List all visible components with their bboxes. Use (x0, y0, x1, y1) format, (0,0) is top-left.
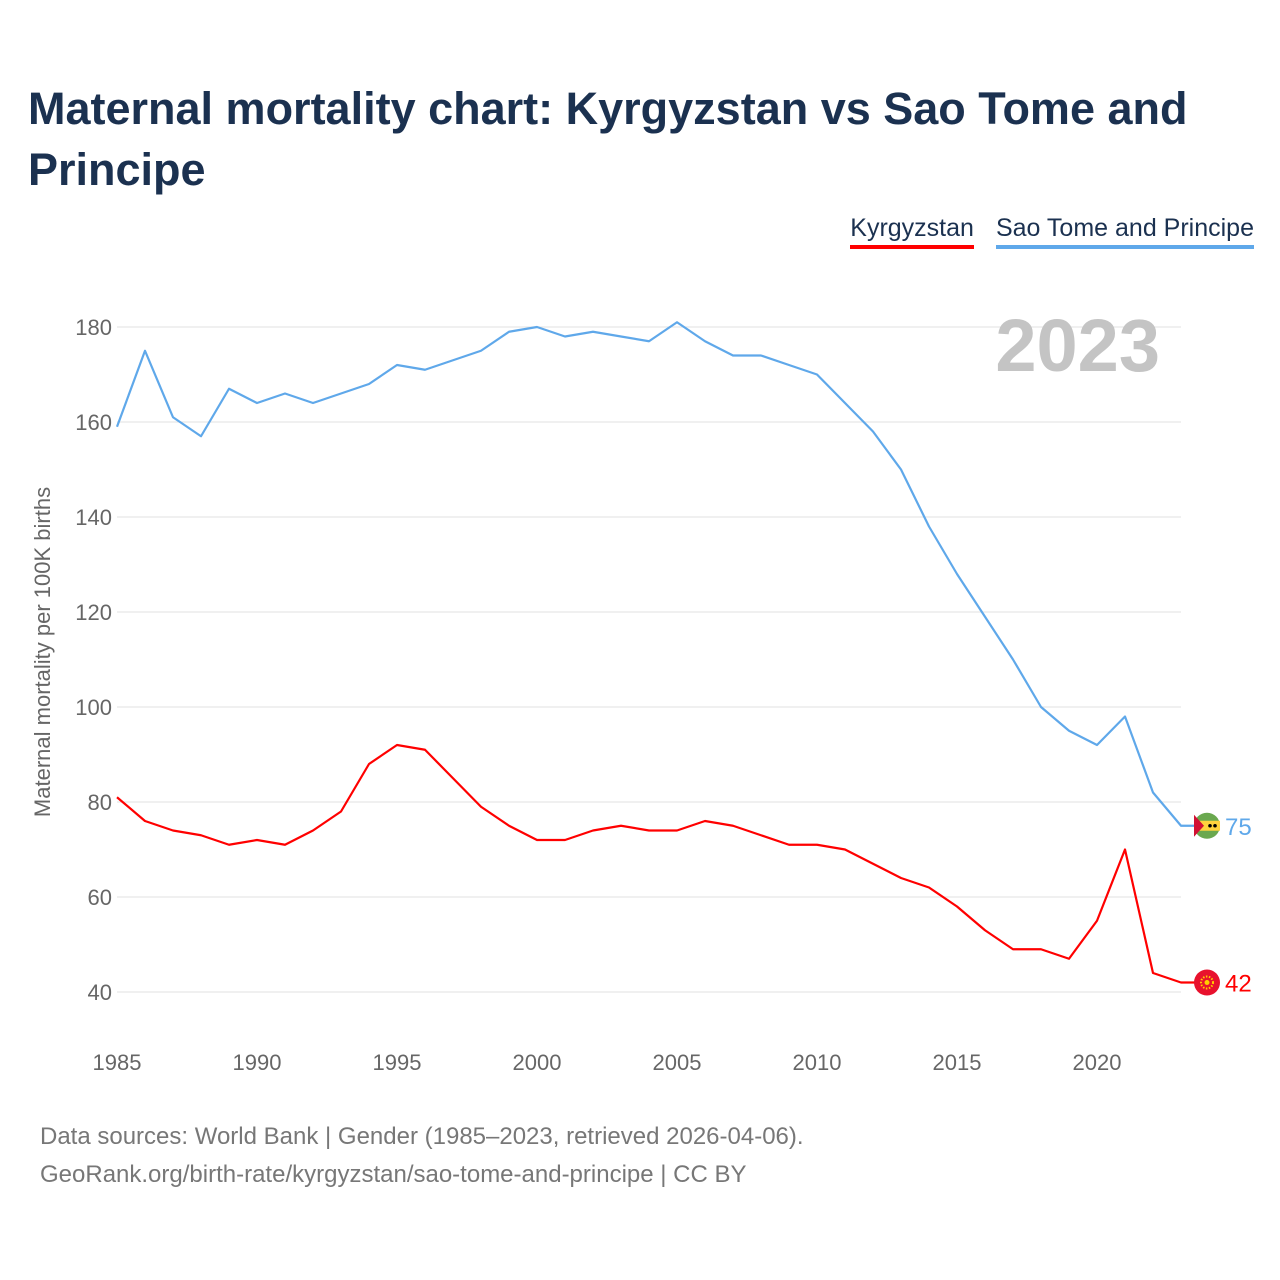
series-line-kyrgyzstan (116, 743, 1195, 984)
legend-item-sao-tome[interactable]: Sao Tome and Principe (995, 214, 1254, 249)
sao-tome-flag-icon (1194, 812, 1220, 839)
x-tick-label: 1990 (233, 1050, 282, 1075)
end-value-label: 42 (1225, 971, 1252, 998)
x-tick-label: 2020 (1073, 1050, 1122, 1075)
end-value-label: 75 (1225, 814, 1252, 841)
year-label: 2023 (995, 304, 1160, 387)
y-tick-label: 180 (75, 315, 112, 340)
source-note: Data sources: World Bank | Gender (1985–… (40, 1118, 804, 1194)
legend-item-kyrgyzstan[interactable]: Kyrgyzstan (850, 214, 974, 249)
y-tick-label: 80 (88, 790, 112, 815)
chart-title: Maternal mortality chart: Kyrgyzstan vs … (28, 83, 1188, 195)
y-tick-label: 160 (75, 410, 112, 435)
y-axis-label: Maternal mortality per 100K births (30, 487, 55, 817)
x-tick-label: 1995 (373, 1050, 422, 1075)
y-tick-label: 140 (75, 505, 112, 530)
y-tick-label: 60 (88, 885, 112, 910)
source-line-1: Data sources: World Bank | Gender (1985–… (40, 1123, 804, 1150)
y-tick-label: 100 (75, 695, 112, 720)
x-tick-label: 2005 (653, 1050, 702, 1075)
legend: Kyrgyzstan Sao Tome and Principe (850, 214, 1254, 249)
y-tick-label: 120 (75, 600, 112, 625)
x-tick-label: 2015 (933, 1050, 982, 1075)
x-tick-label: 2000 (513, 1050, 562, 1075)
series-line-sao-tome (115, 321, 1195, 827)
source-line-2[interactable]: GeoRank.org/birth-rate/kyrgyzstan/sao-to… (40, 1161, 747, 1188)
y-tick-label: 40 (88, 980, 112, 1005)
x-tick-label: 1985 (93, 1050, 142, 1075)
kyrgyzstan-flag-icon (1194, 969, 1220, 996)
x-tick-label: 2010 (793, 1050, 842, 1075)
